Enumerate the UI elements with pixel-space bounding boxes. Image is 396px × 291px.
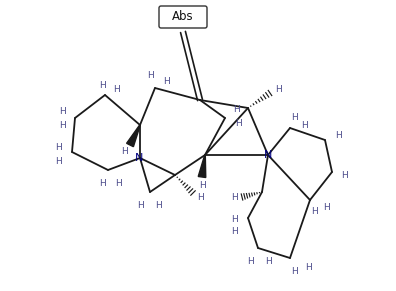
Text: H: H	[164, 77, 170, 86]
Text: H: H	[234, 106, 240, 114]
Text: H: H	[274, 86, 282, 95]
Text: H: H	[137, 200, 143, 210]
Text: H: H	[198, 193, 204, 201]
FancyBboxPatch shape	[159, 6, 207, 28]
Text: H: H	[291, 267, 298, 276]
Text: H: H	[335, 132, 341, 141]
Text: H: H	[305, 263, 311, 272]
Polygon shape	[198, 155, 206, 178]
Text: H: H	[100, 178, 107, 187]
Text: H: H	[291, 113, 298, 123]
Text: H: H	[230, 228, 237, 237]
Text: H: H	[121, 146, 128, 155]
Text: H: H	[236, 118, 242, 127]
Text: N: N	[135, 153, 143, 163]
Text: H: H	[342, 171, 348, 180]
Text: H: H	[199, 180, 206, 189]
Text: H: H	[230, 216, 237, 224]
Text: H: H	[154, 200, 162, 210]
Text: H: H	[55, 157, 63, 166]
Text: H: H	[100, 81, 107, 90]
Text: H: H	[59, 122, 65, 130]
Text: H: H	[247, 256, 253, 265]
Text: Abs: Abs	[172, 10, 194, 22]
Text: H: H	[59, 107, 65, 116]
Text: H: H	[55, 143, 63, 152]
Text: H: H	[312, 207, 318, 217]
Text: H: H	[265, 256, 271, 265]
Text: N: N	[264, 150, 272, 160]
Text: H: H	[114, 178, 122, 187]
Text: H: H	[114, 86, 120, 95]
Text: H: H	[148, 72, 154, 81]
Text: H: H	[324, 203, 330, 212]
Polygon shape	[127, 125, 140, 147]
Text: H: H	[230, 193, 237, 201]
Text: H: H	[302, 122, 308, 130]
